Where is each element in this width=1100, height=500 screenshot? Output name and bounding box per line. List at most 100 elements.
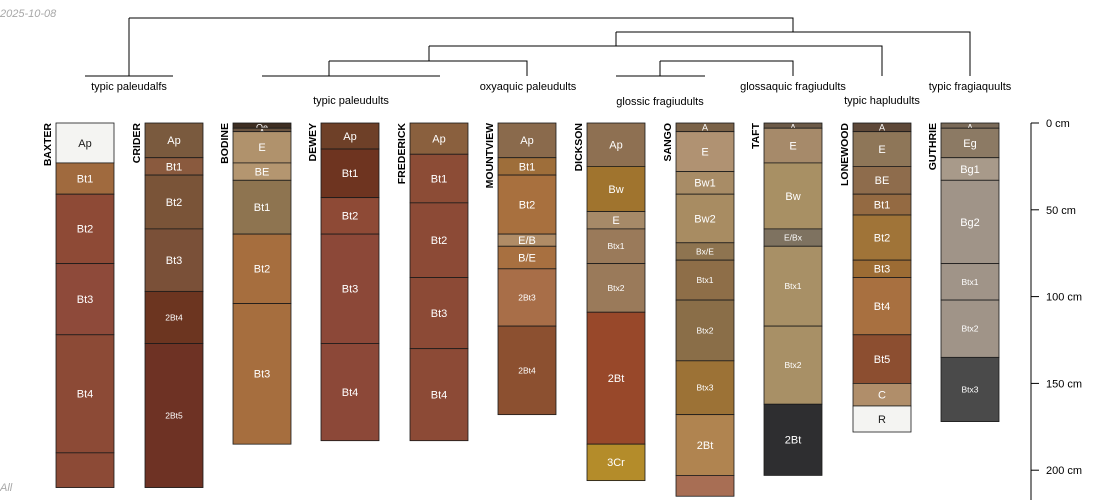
horizon-bt3 — [409, 277, 469, 350]
horizon-label: B/E — [518, 252, 536, 264]
horizon-btx2 — [586, 263, 646, 313]
depth-axis: 0 cm 50 cm 100 cm 150 cm 200 cm — [1030, 118, 1082, 500]
profile-name: LONEWOOD — [839, 123, 851, 186]
horizon-label: Bw1 — [694, 178, 715, 190]
horizon-label: Bw2 — [694, 213, 715, 225]
horizon-label: Bt2 — [874, 232, 891, 244]
horizon-label: Btx2 — [784, 360, 801, 370]
horizon-label: Btx3 — [696, 383, 713, 393]
profile-guthrie: GUTHRIE A Eg Bg1 Bg2 Btx1 Btx2 Btx3 — [927, 123, 1000, 422]
horizon-label: Eg — [963, 138, 976, 150]
horizon-bt1 — [320, 148, 380, 199]
horizon-label: Btx3 — [961, 384, 978, 394]
horizon-2bt4 — [144, 290, 204, 344]
horizon-label: Bt1 — [874, 199, 891, 211]
horizon-label: Bt3 — [77, 294, 94, 306]
taxon-label-typic-hapludults: typic hapludults — [844, 95, 920, 107]
horizon-bt1 — [232, 179, 292, 235]
horizon-2bt4 — [497, 325, 557, 416]
horizon-bt1 — [409, 153, 469, 204]
horizon-bw — [763, 162, 823, 230]
horizon-bt4 — [852, 277, 912, 336]
depth-tick-label: 150 cm — [1046, 378, 1082, 390]
horizon-btx1 — [940, 263, 1000, 301]
horizon-btx1 — [675, 259, 735, 301]
depth-tick-label: 100 cm — [1046, 292, 1082, 304]
horizon-lower — [675, 475, 735, 497]
horizon-lower — [55, 452, 115, 488]
horizon-label: Btx1 — [961, 277, 978, 287]
profile-name: DICKSON — [573, 123, 585, 171]
profile-baxter: BAXTER Ap Bt1 Bt2 Bt3 Bt4 — [42, 123, 115, 488]
taxon-label-oxyaquic-paleudults: oxyaquic paleudults — [480, 81, 577, 93]
horizon-ap — [409, 122, 469, 155]
horizon-label: Bx/E — [696, 246, 714, 256]
horizon-3cr — [586, 443, 646, 482]
horizon-label: E — [258, 142, 265, 154]
horizon-label: Btx2 — [696, 325, 713, 335]
profile-dewey: DEWEY Ap Bt1 Bt2 Bt3 Bt4 — [307, 122, 380, 442]
horizon-bt3 — [144, 228, 204, 292]
horizon-label: Bt1 — [342, 168, 359, 180]
horizon-bt2 — [497, 174, 557, 235]
depth-tick-label: 200 cm — [1046, 465, 1082, 477]
horizon-label: 2Bt5 — [165, 410, 183, 420]
horizon-label: Bt3 — [166, 255, 183, 267]
horizon-ap — [144, 122, 204, 159]
horizon-btx2 — [940, 299, 1000, 358]
horizon-label: Btx2 — [607, 283, 624, 293]
horizon-label: Ap — [432, 133, 445, 145]
horizon-2bt — [763, 403, 823, 476]
profile-name: SANGO — [662, 123, 674, 162]
horizon-label: Btx2 — [961, 324, 978, 334]
horizon-label: Ap — [609, 140, 622, 152]
horizon-label: 2Bt4 — [518, 365, 536, 375]
profile-taft: TAFT AE Bw E/Bx Btx1 Btx2 2Bt — [750, 122, 823, 476]
depth-tick-label: 50 cm — [1046, 205, 1076, 217]
horizon-label: Ap — [78, 138, 91, 150]
horizon-label: Bg2 — [960, 217, 980, 229]
horizon-label: A — [790, 123, 796, 133]
taxon-label-glossic-fragiudults: glossic fragiudults — [616, 96, 704, 108]
horizon-label: Btx1 — [696, 275, 713, 285]
horizon-bt4 — [55, 334, 115, 454]
profile-mountview: MOUNTVIEW Ap Bt1 Bt2 E/B B/E 2Bt3 2Bt4 — [484, 122, 557, 416]
horizon-label: Bt1 — [519, 161, 536, 173]
horizon-eg — [940, 127, 1000, 159]
profiles: BAXTER Ap Bt1 Bt2 Bt3 Bt4 CRIDER Ap Bt1 Bt2 Bt3 2Bt… — [42, 122, 1000, 497]
depth-tick-label: 0 cm — [1046, 118, 1070, 130]
horizon-label: Bt4 — [431, 390, 448, 402]
horizon-e — [763, 127, 823, 164]
horizon-label: E/B — [518, 235, 536, 247]
horizon-label: Bw — [608, 184, 623, 196]
horizon-label: E — [612, 215, 619, 227]
taxon-label-typic-fragiaquults: typic fragiaquults — [929, 81, 1012, 93]
horizon-label: 2Bt — [697, 440, 714, 452]
horizon-bt3 — [320, 233, 380, 344]
horizon-bt2 — [852, 214, 912, 261]
profile-bodine: BODINEOeAEBEBt1Bt2Bt3 — [219, 123, 292, 445]
horizon-label: 2Bt4 — [165, 312, 183, 322]
profile-lonewood: LONEWOOD A E BE Bt1 Bt2 Bt3 Bt4 Bt5 CR — [839, 122, 912, 433]
horizon-label: A — [967, 123, 973, 133]
horizon-bt4 — [409, 348, 469, 442]
horizon-label: Bt3 — [874, 264, 891, 276]
horizon-2bt3 — [497, 268, 557, 327]
horizon-label: Ap — [343, 131, 356, 143]
horizon-2bt — [586, 311, 646, 445]
dendro-node-a — [616, 31, 971, 76]
horizon-label: Bt3 — [254, 369, 271, 381]
horizon-ap — [320, 122, 380, 150]
taxon-label-typic-paleudults: typic paleudults — [313, 95, 389, 107]
horizon-btx3 — [940, 356, 1000, 422]
horizon-bt2 — [232, 233, 292, 304]
horizon-label: Bt4 — [77, 389, 94, 401]
horizon-2bt — [675, 414, 735, 476]
horizon-label: Bt3 — [431, 308, 448, 320]
dendro-node-d — [660, 60, 794, 76]
horizon-label: Bt1 — [166, 161, 183, 173]
horizon-bt2 — [144, 174, 204, 230]
horizon-label: A — [702, 122, 708, 132]
